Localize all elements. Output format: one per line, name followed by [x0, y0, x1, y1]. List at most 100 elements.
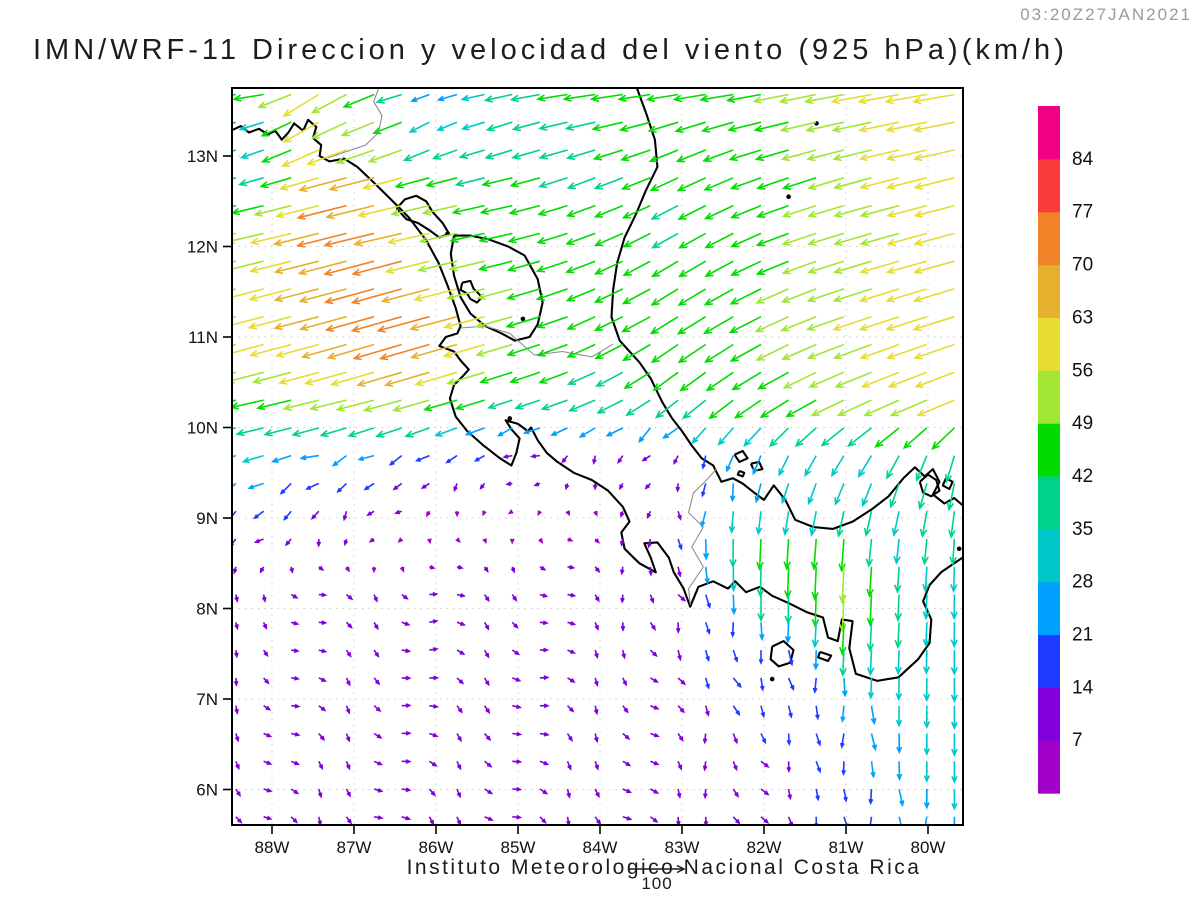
wind-vector [483, 594, 490, 603]
wind-vector [238, 121, 264, 132]
wind-vector [413, 288, 458, 302]
wind-vector [891, 511, 900, 537]
lat-tick-label: 9N [196, 509, 218, 528]
wind-vector [691, 427, 707, 445]
wind-vector [540, 399, 568, 411]
wind-vector [730, 260, 762, 276]
wind-vector [755, 260, 789, 275]
wind-vector [912, 288, 955, 303]
wind-vector [622, 705, 629, 714]
wind-vector [318, 760, 324, 771]
wind-vector [502, 454, 513, 459]
wind-vector [233, 315, 264, 326]
wind-vector [898, 788, 905, 808]
wind-vector [701, 455, 707, 470]
wind-vector [594, 594, 600, 603]
wind-vector [593, 288, 624, 303]
wind-vector [912, 121, 955, 133]
wind-vector [479, 482, 486, 490]
wind-vector [451, 204, 485, 215]
wind-vector [310, 93, 347, 114]
wind-vector [874, 427, 900, 448]
wind-vector [404, 427, 430, 438]
wind-vector [833, 232, 872, 246]
wind-vector [617, 93, 651, 103]
wind-vector [786, 761, 792, 773]
wind-vector [326, 343, 375, 360]
wind-vector [496, 427, 513, 437]
wind-vector [755, 343, 789, 361]
wind-vector [262, 621, 268, 630]
wind-vector [911, 93, 955, 105]
wind-vector [464, 427, 485, 436]
footer-credit: Instituto Meteorologico Nacional Costa R… [406, 856, 922, 879]
wind-vector [351, 260, 402, 276]
wind-vector [647, 538, 652, 549]
wind-vector [729, 177, 762, 190]
wind-vector [594, 566, 601, 574]
wind-vector [454, 177, 485, 187]
wind-vector [233, 371, 264, 384]
wind-vector [950, 622, 958, 649]
wind-vector [361, 177, 402, 190]
wind-vector [291, 427, 320, 437]
wind-vector [807, 177, 845, 190]
wind-vector [619, 566, 625, 576]
wind-vector [566, 343, 596, 358]
wind-vector [649, 594, 655, 604]
wind-vector [350, 288, 402, 305]
wind-vector [699, 93, 734, 103]
wind-vector [756, 538, 764, 571]
wind-vector [261, 594, 267, 603]
wind-vector [704, 649, 710, 663]
wind-vector [247, 315, 292, 330]
wind-vector [622, 260, 651, 277]
wind-vector [511, 121, 541, 132]
wind-vector [782, 511, 790, 537]
wind-vector [392, 399, 430, 413]
wind-vector [813, 816, 819, 824]
wind-vector [870, 733, 878, 752]
wind-vector [885, 343, 928, 360]
wind-vector [778, 93, 817, 105]
wind-vector [512, 786, 523, 792]
wind-vector [593, 315, 624, 331]
wind-vector [233, 93, 264, 102]
wind-vector [815, 788, 820, 802]
wind-vector [677, 232, 707, 249]
wind-vector [679, 371, 707, 392]
wind-vector [702, 761, 708, 772]
wind-vector [704, 677, 710, 690]
wind-vector [787, 677, 795, 691]
wind-vector [290, 593, 299, 599]
wind-vector [483, 705, 491, 715]
wind-vector [894, 622, 903, 650]
wind-vector [833, 204, 872, 218]
lon-tick-label: 81W [829, 838, 864, 857]
wind-vector [233, 204, 264, 216]
wind-vector [310, 121, 347, 139]
wind-vector [537, 204, 568, 217]
wind-vector [811, 566, 819, 602]
wind-vector [623, 371, 651, 390]
wind-vector [481, 177, 513, 187]
wind-vector [263, 760, 273, 765]
wind-vector [728, 511, 736, 534]
wind-vector [650, 232, 679, 249]
wind-vector [479, 371, 513, 384]
wind-vector [622, 788, 632, 794]
wind-vector [401, 787, 412, 793]
wind-vector [838, 566, 847, 605]
wind-vector [885, 315, 928, 331]
wind-vector [565, 510, 570, 517]
wind-vector [759, 399, 790, 419]
wind-vector [803, 93, 845, 105]
wind-vector [841, 761, 846, 776]
wind-vector [476, 288, 513, 300]
wind-vector [233, 510, 237, 517]
wind-vector [916, 399, 955, 417]
wind-vector [781, 204, 817, 218]
wind-vector [566, 816, 571, 824]
wind-vector [846, 427, 872, 448]
wind-vector [366, 510, 375, 517]
